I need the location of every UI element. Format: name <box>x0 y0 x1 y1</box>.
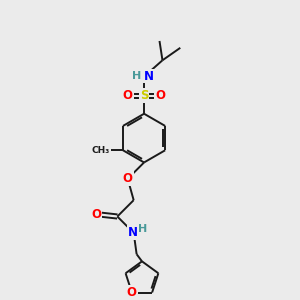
Text: O: O <box>123 172 133 185</box>
Text: N: N <box>144 70 154 83</box>
Text: O: O <box>91 208 101 220</box>
Text: O: O <box>155 89 165 102</box>
Text: O: O <box>123 89 133 102</box>
Text: H: H <box>132 71 141 81</box>
Text: CH₃: CH₃ <box>92 146 110 155</box>
Text: S: S <box>140 89 148 102</box>
Text: N: N <box>128 226 138 239</box>
Text: H: H <box>138 224 147 234</box>
Text: O: O <box>127 286 137 299</box>
